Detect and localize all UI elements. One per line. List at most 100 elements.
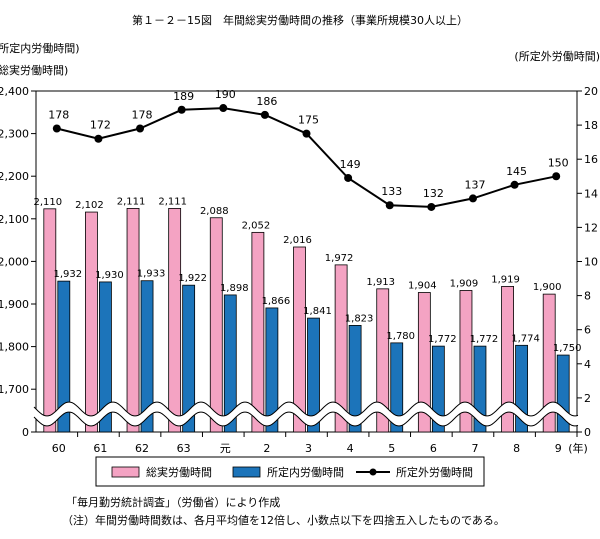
x-tick-label: 62 [135, 442, 149, 455]
right-tick-label: 8 [584, 290, 591, 303]
line-overtime-point [219, 104, 228, 113]
plot-area: 2,400 2,300 2,200 2,100 2,000 1,900 1,800 1,700… [0, 85, 598, 455]
line-overtime-label: 150 [548, 156, 569, 169]
bar-total [501, 286, 514, 433]
legend-marker-overtime [369, 468, 377, 476]
left-tick-label: 1,700 [0, 383, 29, 396]
bar-total-label: 2,088 [200, 206, 229, 217]
x-tick-label: 3 [305, 442, 312, 455]
x-tick-label: 2 [263, 442, 270, 455]
legend-swatch-total [111, 466, 140, 478]
line-overtime-label: 145 [506, 165, 527, 178]
bar-scheduled-label: 1,772 [428, 334, 457, 345]
bar-total [417, 292, 431, 433]
axis-break-line [33, 401, 579, 417]
bar-total [85, 211, 98, 433]
x-tick-label: 5 [388, 442, 395, 455]
bar-scheduled-label: 1,932 [53, 269, 82, 280]
line-overtime-label: 172 [90, 119, 111, 132]
line-overtime-point [385, 201, 394, 210]
x-tick-label: 63 [177, 442, 191, 455]
legend-swatch-scheduled [232, 466, 261, 478]
right-tick-label: 6 [584, 324, 591, 337]
line-overtime-label: 178 [48, 109, 69, 122]
x-tick-label: 7 [471, 442, 478, 455]
bar-scheduled [307, 317, 320, 433]
footnote: （注）年間労働時間数は、各月平均値を12倍し、小数点以下を四捨五入したものである… [62, 513, 505, 527]
line-overtime-label: 149 [340, 158, 361, 171]
bar-scheduled-label: 1,772 [470, 334, 499, 345]
bar-total-label: 1,919 [491, 274, 520, 285]
left-tick-label: 2,100 [0, 213, 29, 226]
x-tick-label: 9 [555, 442, 562, 455]
line-overtime-label: 190 [215, 88, 236, 101]
bar-total [209, 217, 223, 433]
x-tick-label: 4 [347, 442, 354, 455]
line-overtime-label: 189 [173, 90, 194, 103]
bar-scheduled [390, 342, 404, 433]
bar-total [459, 290, 473, 433]
bar-scheduled-label: 1,774 [511, 333, 540, 344]
left-tick-label: 1,800 [0, 341, 29, 354]
bar-total [334, 264, 348, 433]
bar-total-label: 1,909 [450, 278, 479, 289]
bar-total [168, 208, 182, 433]
bar-total [376, 288, 390, 433]
bar-scheduled-label: 1,841 [303, 306, 332, 317]
line-overtime-label: 186 [256, 95, 277, 108]
legend: 総実労働時間 所定内労働時間 所定外労働時間 [95, 456, 485, 487]
legend-label-total: 総実労働時間 [146, 465, 212, 479]
bar-scheduled [223, 294, 237, 433]
bar-total-label: 2,111 [117, 196, 146, 207]
legend-label-scheduled: 所定内労働時間 [267, 465, 344, 479]
right-tick-label: 18 [584, 119, 598, 132]
line-overtime-point [52, 124, 61, 133]
bar-scheduled [57, 280, 71, 433]
right-axis-title: (所定外労働時間) [514, 49, 600, 63]
line-overtime-point [552, 172, 561, 181]
source-note: 「毎月勤労統計調査」（労働省）により作成 [66, 495, 280, 509]
left-tick-label: 0 [22, 426, 29, 439]
right-tick-label: 12 [584, 221, 598, 234]
left-tick-label: 2,300 [0, 128, 29, 141]
line-overtime-point [177, 105, 186, 114]
plot-frame [35, 90, 578, 433]
axis-break-band [34, 402, 579, 426]
bar-scheduled [140, 280, 154, 433]
bar-scheduled [99, 281, 112, 433]
bar-scheduled [431, 345, 445, 433]
bar-scheduled [265, 307, 279, 433]
x-tick-label: 8 [513, 442, 520, 455]
right-tick-label: 2 [584, 392, 591, 405]
right-tick-label: 0 [584, 426, 591, 439]
bar-total-label: 1,904 [408, 281, 437, 292]
chart-title: 第１－２－15図 年間総実労働時間の推移（事業所規模30人以上） [132, 13, 468, 27]
legend-box [95, 456, 485, 487]
x-tick-label: 61 [93, 442, 107, 455]
x-tick-label: 60 [52, 442, 66, 455]
bar-scheduled [182, 284, 196, 433]
right-tick-label: 4 [584, 358, 591, 371]
bar-scheduled-label: 1,866 [262, 296, 291, 307]
right-tick-label: 10 [584, 256, 598, 269]
line-overtime-point [136, 124, 145, 133]
bar-total [43, 208, 57, 433]
left-axis-title-1: (所定内労働時間) [0, 41, 80, 55]
line-overtime-point [468, 194, 477, 203]
line-overtime-point [260, 110, 269, 119]
bar-total [293, 246, 306, 433]
bar-total [542, 293, 556, 433]
bar-total-label: 2,016 [283, 235, 312, 246]
line-overtime-label: 133 [381, 185, 402, 198]
line-overtime-label: 178 [132, 109, 153, 122]
right-tick-label: 16 [584, 153, 598, 166]
legend-label-overtime: 所定外労働時間 [396, 465, 473, 479]
line-overtime-point [302, 129, 311, 138]
left-tick-label: 2,000 [0, 255, 29, 268]
bar-total-label: 1,972 [325, 253, 354, 264]
x-unit-label: (年) [568, 441, 588, 455]
bar-total-label: 2,102 [75, 200, 104, 211]
bar-scheduled-label: 1,750 [553, 343, 582, 354]
bar-total-label: 2,111 [158, 196, 187, 207]
x-tick-label: 6 [430, 442, 437, 455]
